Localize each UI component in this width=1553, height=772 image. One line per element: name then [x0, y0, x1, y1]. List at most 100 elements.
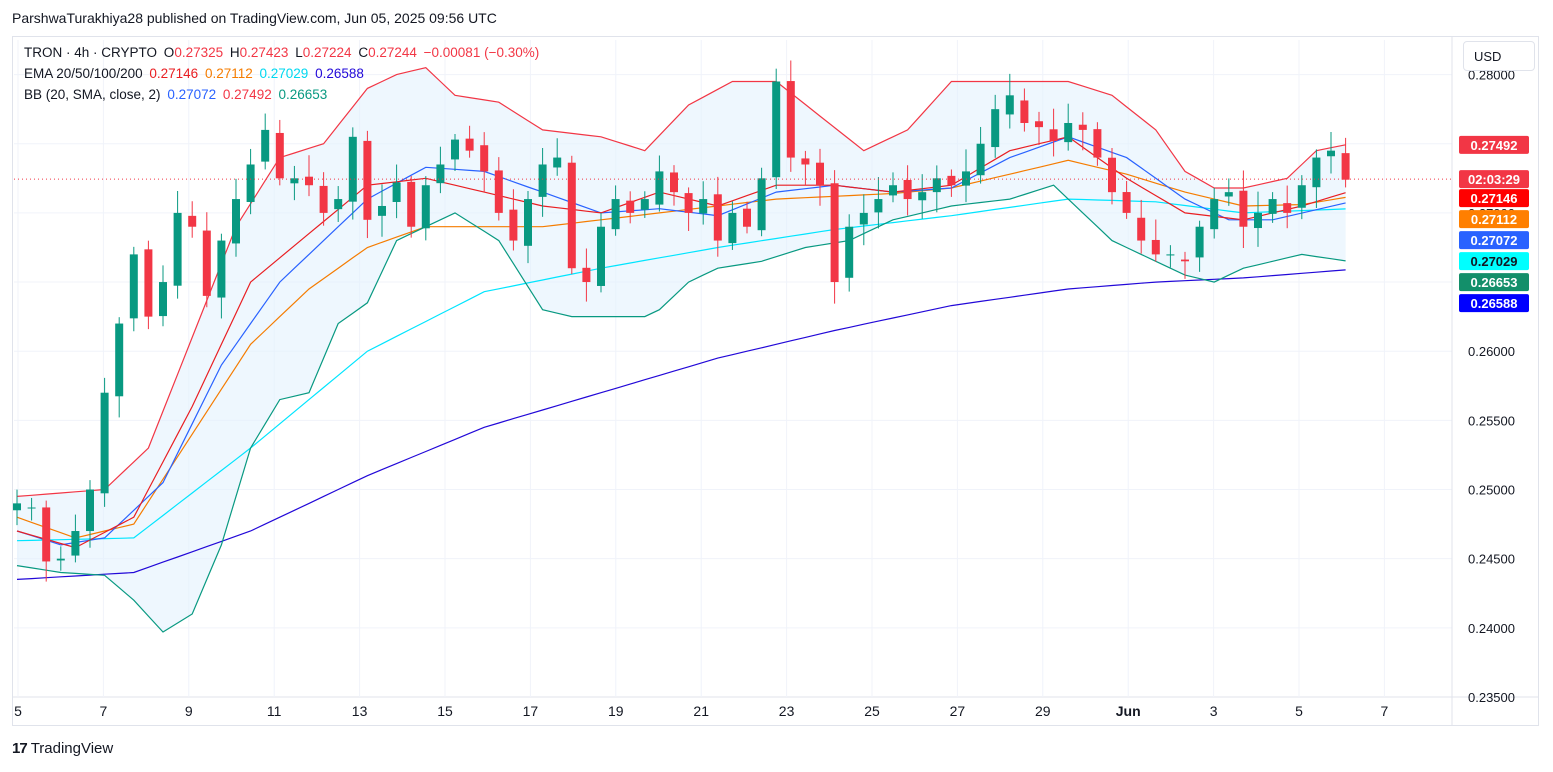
candle	[640, 191, 649, 218]
candle-body	[962, 171, 970, 186]
price-label-ema20: 0.27146	[1471, 191, 1518, 206]
candle	[567, 155, 576, 275]
bb-label[interactable]: BB (20, SMA, close, 2)	[24, 87, 161, 102]
candle-body	[1108, 157, 1116, 193]
candle	[319, 172, 328, 226]
candle-body	[786, 81, 795, 158]
candle	[13, 489, 21, 526]
candle-body	[1312, 157, 1321, 188]
candle-body	[889, 185, 897, 196]
candle-body	[1195, 226, 1204, 258]
candle-body	[772, 81, 781, 178]
candle-body	[670, 172, 678, 193]
candle	[743, 201, 751, 234]
candle-body	[100, 392, 109, 494]
candle	[991, 94, 1000, 158]
legend-ema-row[interactable]: EMA 20/50/100/200 0.27146 0.27112 0.2702…	[24, 66, 367, 81]
bb-band-area	[17, 67, 1346, 632]
time-tick: Jun	[1116, 703, 1141, 719]
candle-body	[859, 212, 868, 225]
candle-body	[1151, 239, 1160, 255]
candle	[684, 187, 693, 231]
candle	[202, 212, 211, 308]
candle-body	[480, 145, 489, 172]
candle	[217, 233, 226, 319]
currency-selector[interactable]: USD	[1463, 41, 1535, 71]
candle	[772, 68, 781, 189]
time-tick: 19	[608, 703, 624, 719]
candle-body	[392, 182, 401, 202]
candle	[801, 150, 810, 185]
price-label-ema200: 0.26588	[1471, 296, 1518, 311]
symbol-name[interactable]: TRON · 4h · CRYPTO	[24, 45, 158, 60]
candle-body	[932, 178, 941, 193]
high-label: H	[229, 45, 240, 60]
candle-body	[976, 143, 985, 176]
candle	[670, 165, 678, 206]
candle-body	[845, 226, 854, 278]
candle	[538, 147, 547, 217]
price-label-ema50-bg	[1459, 210, 1529, 229]
candle	[159, 265, 167, 327]
candle	[1166, 245, 1175, 268]
candle	[1224, 178, 1233, 206]
candle-body	[1166, 254, 1175, 256]
legend-symbol-row[interactable]: TRON · 4h · CRYPTO O0.27325 H0.27423 L0.…	[24, 45, 542, 60]
candle	[553, 138, 562, 176]
indicator-lines	[16, 67, 1346, 633]
candle-body	[129, 254, 138, 319]
legend-bb-row[interactable]: BB (20, SMA, close, 2) 0.27072 0.27492 0…	[24, 87, 330, 102]
low-value: 0.27224	[302, 45, 352, 60]
candle	[830, 170, 839, 304]
price-label-bb-lower-bg	[1459, 273, 1529, 292]
candle	[129, 246, 138, 332]
candle-body	[1181, 259, 1189, 262]
candle	[1254, 191, 1262, 247]
candle-body	[290, 178, 299, 184]
candle	[962, 149, 970, 203]
candle	[713, 176, 722, 257]
ema50-value: 0.27112	[204, 66, 253, 81]
candle-body	[1122, 192, 1131, 213]
candle	[1312, 149, 1321, 209]
candle-body	[465, 138, 474, 151]
candle-body	[42, 507, 51, 562]
candle	[859, 194, 868, 246]
candle-body	[173, 212, 182, 286]
candle	[188, 201, 197, 238]
candle-body	[275, 132, 284, 179]
low-label: L	[295, 45, 303, 60]
ema-label[interactable]: EMA 20/50/100/200	[24, 66, 143, 81]
candle	[1035, 111, 1043, 145]
candle-body	[713, 194, 722, 241]
chart-frame	[12, 36, 1539, 726]
candle	[1122, 181, 1131, 219]
candle-body	[757, 178, 766, 231]
candle-body	[801, 158, 810, 165]
time-tick: 15	[437, 703, 453, 719]
ema50-line	[16, 159, 1346, 539]
candle	[1239, 170, 1248, 248]
price-label-ema50: 0.27112	[1471, 212, 1517, 227]
candle-body	[246, 164, 255, 202]
price-label-bb-mid-bg	[1459, 231, 1529, 250]
candle	[480, 132, 489, 192]
time-tick: 3	[1210, 703, 1218, 719]
price-label-bb-lower: 0.26653	[1471, 275, 1518, 290]
bb-upper-value: 0.27492	[222, 87, 272, 102]
last-price-countdown-bg	[1459, 170, 1529, 189]
price-tick: 0.24500	[1468, 552, 1515, 567]
tradingview-brand[interactable]: 17 TradingView	[12, 740, 113, 757]
candle-body	[1224, 192, 1233, 197]
candle	[845, 214, 854, 292]
ema100-value: 0.27029	[259, 66, 309, 81]
candle-body	[494, 170, 503, 213]
time-tick: 13	[352, 703, 368, 719]
candle-body	[728, 212, 737, 244]
candle	[655, 155, 664, 212]
candle	[524, 190, 532, 264]
close-value: 0.27244	[368, 45, 417, 60]
candle	[582, 248, 591, 302]
candle-body	[261, 129, 270, 162]
